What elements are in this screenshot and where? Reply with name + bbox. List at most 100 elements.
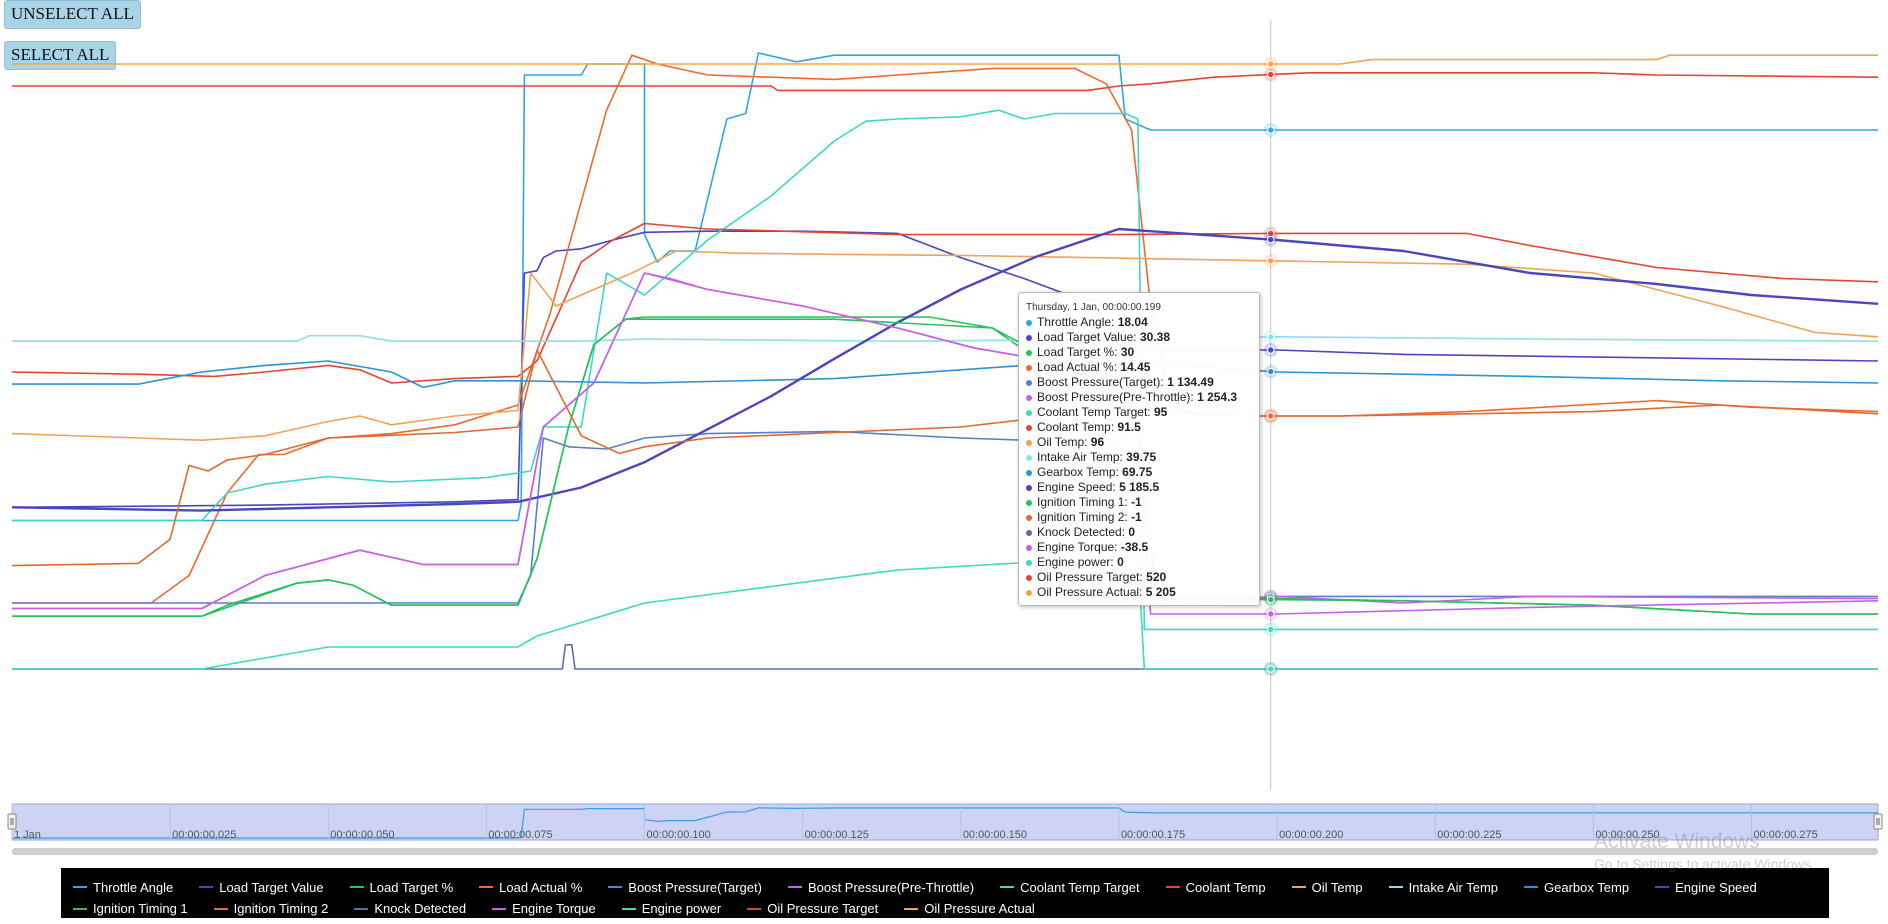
series-line-17[interactable] bbox=[12, 72, 1879, 92]
crosshair-marker-8 bbox=[1267, 257, 1275, 265]
legend-item[interactable]: Gearbox Temp bbox=[1518, 878, 1629, 897]
legend-item[interactable]: Intake Air Temp bbox=[1383, 878, 1498, 897]
crosshair-marker-9 bbox=[1267, 333, 1275, 341]
tooltip-row: Load Target %: 30 bbox=[1026, 345, 1252, 360]
tooltip-series-name: Gearbox Temp: bbox=[1037, 465, 1123, 479]
tooltip-series-name: Oil Pressure Actual: bbox=[1037, 585, 1146, 599]
tooltip-series-value: 14.45 bbox=[1120, 360, 1151, 374]
navigator-tick-label: 00:00:00.150 bbox=[963, 829, 1027, 841]
legend-item[interactable]: Ignition Timing 1 bbox=[67, 899, 188, 918]
tooltip-series-value: 0 bbox=[1117, 555, 1124, 569]
series-line-16[interactable] bbox=[12, 552, 1878, 670]
tooltip-series-value: 30 bbox=[1120, 345, 1135, 359]
series-line-14[interactable] bbox=[12, 644, 1878, 670]
tooltip-series-value: 520 bbox=[1146, 570, 1167, 584]
legend-label: Knock Detected bbox=[374, 901, 467, 916]
navigator-tick-label: 1 Jan bbox=[14, 829, 41, 841]
tooltip-dot-icon bbox=[1026, 559, 1032, 566]
navigator-left-handle[interactable] bbox=[7, 813, 17, 830]
legend-swatch-icon bbox=[1291, 886, 1306, 888]
legend-item[interactable]: Coolant Temp Target bbox=[994, 878, 1140, 897]
legend-item[interactable]: Load Actual % bbox=[473, 878, 582, 897]
legend-label: Engine power bbox=[641, 901, 722, 916]
tooltip-header: Thursday, 1 Jan, 00:00:00.199 bbox=[1026, 302, 1161, 313]
select-all-button[interactable]: SELECT ALL bbox=[4, 41, 117, 70]
tooltip-dot-icon bbox=[1026, 454, 1032, 461]
legend-label: Intake Air Temp bbox=[1408, 879, 1499, 895]
tooltip-row: Knock Detected: 0 bbox=[1026, 525, 1252, 540]
tooltip-row: Throttle Angle: 18.04 bbox=[1026, 315, 1252, 330]
series-line-18[interactable] bbox=[12, 54, 1878, 65]
legend-swatch-icon bbox=[608, 886, 623, 888]
tooltip-dot-icon bbox=[1026, 424, 1032, 431]
chart-legend[interactable]: Throttle Angle Load Target Value Load Targ… bbox=[61, 868, 1829, 918]
legend-item[interactable]: Ignition Timing 2 bbox=[208, 899, 328, 918]
legend-item[interactable]: Engine Speed bbox=[1649, 878, 1757, 897]
navigator-selected-range[interactable] bbox=[11, 803, 1879, 841]
legend-item[interactable]: Engine power bbox=[616, 899, 722, 918]
navigator-right-handle[interactable] bbox=[1873, 813, 1883, 830]
series-line-6[interactable] bbox=[12, 109, 1878, 631]
tooltip-row: Boost Pressure(Target): 1 134.49 bbox=[1026, 375, 1252, 390]
legend-label: Coolant Temp Target bbox=[1020, 879, 1140, 895]
legend-label: Oil Temp bbox=[1311, 879, 1363, 895]
series-line-4[interactable] bbox=[12, 430, 1878, 604]
series-line-13[interactable] bbox=[11, 349, 1879, 567]
crosshair-marker-15 bbox=[1267, 610, 1275, 618]
legend-item[interactable]: Throttle Angle bbox=[67, 878, 173, 897]
legend-item[interactable]: Oil Pressure Actual bbox=[898, 899, 1035, 918]
legend-label: Load Target Value bbox=[219, 879, 324, 895]
legend-item[interactable]: Boost Pressure(Pre-Throttle) bbox=[782, 878, 974, 897]
tooltip-series-value: -38.5 bbox=[1120, 540, 1149, 554]
legend-swatch-icon bbox=[904, 907, 919, 910]
chart-plot-area[interactable] bbox=[0, 0, 1888, 800]
tooltip-dot-icon bbox=[1026, 469, 1032, 476]
legend-swatch-icon bbox=[479, 886, 494, 888]
windows-activation-watermark: Activate Windows Go to Settings to activ… bbox=[1594, 830, 1815, 872]
series-line-15[interactable] bbox=[12, 272, 1879, 615]
legend-label: Boost Pressure(Pre-Throttle) bbox=[807, 879, 975, 895]
tooltip-row: Load Actual %: 14.45 bbox=[1026, 360, 1252, 375]
legend-item[interactable]: Engine Torque bbox=[486, 899, 596, 918]
tooltip-dot-icon bbox=[1026, 439, 1032, 446]
series-line-7[interactable] bbox=[11, 222, 1879, 384]
watermark-title: Activate Windows bbox=[1594, 830, 1760, 853]
tooltip-row: Engine power: 0 bbox=[1026, 555, 1252, 570]
tooltip-row: Load Target Value: 30.38 bbox=[1026, 330, 1252, 345]
legend-item[interactable]: Oil Pressure Target bbox=[741, 899, 878, 918]
navigator-tick-label: 00:00:00.200 bbox=[1279, 829, 1343, 841]
legend-item[interactable]: Oil Temp bbox=[1286, 878, 1363, 897]
legend-item[interactable]: Load Target Value bbox=[193, 878, 324, 897]
navigator-tick-label: 00:00:00.050 bbox=[330, 829, 394, 841]
tooltip-series-value: -1 bbox=[1131, 495, 1142, 509]
legend-swatch-icon bbox=[492, 907, 507, 910]
range-navigator[interactable]: 1 Jan 00:00:00.025 00:00:00.050 00:00:00.07… bbox=[0, 800, 1888, 860]
tooltip-series-value: 1 254.3 bbox=[1197, 390, 1238, 404]
navigator-scrollbar[interactable] bbox=[12, 848, 1878, 855]
legend-swatch-icon bbox=[1655, 886, 1670, 888]
crosshair-marker-0 bbox=[1267, 126, 1275, 134]
series-line-8[interactable] bbox=[11, 250, 1879, 441]
legend-item[interactable]: Load Target % bbox=[344, 878, 453, 897]
legend-swatch-icon bbox=[1388, 886, 1403, 888]
tooltip-series-value: 91.5 bbox=[1117, 420, 1141, 434]
tooltip-dot-icon bbox=[1026, 394, 1032, 401]
series-line-11[interactable] bbox=[11, 227, 1879, 512]
tooltip-series-name: Throttle Angle: bbox=[1037, 315, 1118, 329]
series-line-12[interactable] bbox=[12, 318, 1878, 617]
chart-tooltip: Thursday, 1 Jan, 00:00:00.199 Throttle A… bbox=[1018, 292, 1260, 606]
tooltip-series-name: Load Target Value: bbox=[1037, 330, 1140, 344]
series-line-10[interactable] bbox=[12, 360, 1879, 389]
legend-item[interactable]: Knock Detected bbox=[348, 899, 466, 918]
navigator-tick-label: 00:00:00.250 bbox=[1595, 829, 1659, 841]
crosshair-marker-13 bbox=[1267, 412, 1275, 420]
series-line-0[interactable] bbox=[12, 52, 1878, 522]
unselect-all-button[interactable]: UNSELECT ALL bbox=[4, 0, 141, 29]
legend-item[interactable]: Coolant Temp bbox=[1160, 878, 1266, 897]
crosshair-marker-18 bbox=[1267, 60, 1275, 68]
series-line-5[interactable] bbox=[12, 272, 1879, 610]
series-line-2[interactable] bbox=[12, 316, 1878, 617]
tooltip-series-name: Ignition Timing 1: bbox=[1037, 495, 1132, 509]
legend-item[interactable]: Boost Pressure(Target) bbox=[602, 878, 762, 897]
navigator-tick-label: 00:00:00.225 bbox=[1437, 829, 1501, 841]
